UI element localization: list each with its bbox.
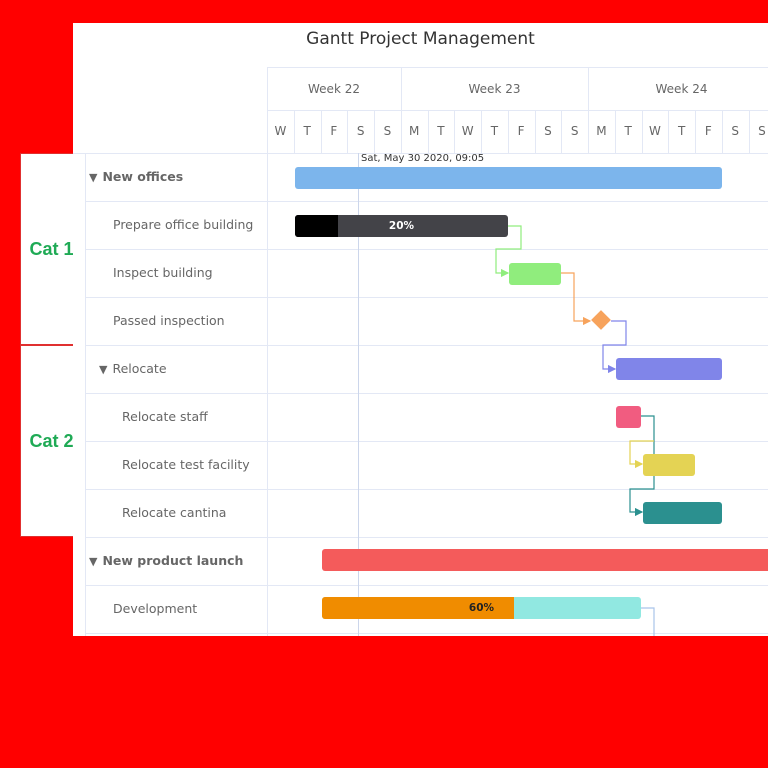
- row-label-relocate-staff[interactable]: Relocate staff: [122, 409, 208, 424]
- current-date-line: [358, 153, 359, 636]
- row-label-new-offices[interactable]: ▼ New offices: [89, 169, 184, 184]
- grid-line: [267, 67, 768, 68]
- day-header-cell: S: [356, 124, 365, 138]
- grid-line: [427, 110, 429, 153]
- day-header-cell: T: [437, 124, 445, 138]
- grid-line: [561, 110, 563, 153]
- row-line: [85, 345, 768, 346]
- day-header-cell: S: [544, 124, 552, 138]
- bar-prepare-office-building[interactable]: 20%: [295, 215, 508, 237]
- grid-line: [73, 153, 768, 154]
- row-label-passed-inspection[interactable]: Passed inspection: [113, 313, 225, 328]
- progress-label: 20%: [388, 220, 415, 232]
- day-header-cell: S: [731, 124, 739, 138]
- day-header-cell: F: [330, 124, 338, 138]
- bar-relocate[interactable]: [616, 358, 722, 380]
- grid-line: [347, 110, 349, 153]
- category-box-cat-2: Cat 2: [20, 345, 83, 537]
- grid-line: [614, 110, 616, 153]
- gantt-chart-panel: Gantt Project Management Week 22 Week 23…: [73, 23, 768, 636]
- row-label-relocate-test-facility[interactable]: Relocate test facility: [122, 457, 250, 472]
- grid-line: [374, 110, 375, 153]
- grid-line: [534, 110, 536, 153]
- day-header-cell: T: [624, 124, 632, 138]
- row-line: [85, 585, 768, 586]
- day-header-cell: T: [303, 124, 311, 138]
- week-header: Week 23: [468, 82, 521, 96]
- grid-line: [481, 110, 482, 153]
- day-header-cell: M: [408, 124, 420, 138]
- bar-inspect-building[interactable]: [509, 263, 561, 285]
- progress-fill: [322, 597, 514, 619]
- week-header: Week 22: [308, 82, 360, 96]
- collapse-triangle-icon[interactable]: ▼: [89, 171, 98, 184]
- current-date-label: Sat, May 30 2020, 09:05: [361, 153, 485, 164]
- progress-label: 60%: [468, 602, 495, 614]
- day-header-cell: T: [490, 124, 499, 138]
- grid-line: [267, 67, 268, 636]
- row-line: [85, 201, 768, 202]
- row-label-new-product-launch[interactable]: ▼ New product launch: [89, 553, 244, 568]
- row-line: [85, 537, 768, 538]
- bar-new-offices[interactable]: [295, 167, 722, 189]
- day-header-cell: M: [596, 124, 607, 138]
- grid-line: [320, 110, 322, 153]
- grid-line: [267, 110, 268, 153]
- grid-line: [401, 67, 402, 110]
- row-line: [85, 393, 768, 394]
- row-line: [85, 297, 768, 298]
- row-line: [85, 633, 768, 634]
- day-header-cell: F: [517, 124, 525, 138]
- row-label-inspect-building[interactable]: Inspect building: [113, 265, 213, 280]
- dependency-connectors: [495, 225, 655, 636]
- row-line: [85, 441, 768, 442]
- category-label: Cat 1: [29, 238, 74, 259]
- grid-line: [721, 110, 723, 153]
- grid-line: [668, 110, 670, 153]
- category-box-cat-1: Cat 1: [20, 153, 83, 345]
- row-label-relocate[interactable]: ▼ Relocate: [99, 361, 167, 376]
- row-label-relocate-cantina[interactable]: Relocate cantina: [122, 505, 227, 520]
- day-header-cell: S: [570, 124, 579, 138]
- grid-line: [695, 110, 696, 153]
- grid-line: [748, 110, 750, 153]
- grid-line: [267, 110, 768, 111]
- grid-line: [400, 110, 402, 153]
- row-line: [85, 489, 768, 490]
- bar-relocate-staff[interactable]: [616, 406, 641, 428]
- row-label-development[interactable]: Development: [113, 601, 198, 616]
- grid-line: [454, 110, 456, 153]
- grid-line: [588, 67, 589, 110]
- row-line: [85, 249, 768, 250]
- day-header-cell: S: [758, 124, 766, 138]
- bar-new-product-launch[interactable]: [322, 549, 768, 571]
- bar-relocate-test-facility[interactable]: [643, 454, 695, 476]
- day-header-cell: F: [704, 124, 712, 138]
- week-header: Week 24: [655, 82, 708, 96]
- day-header-cell: W: [274, 124, 287, 138]
- bar-development[interactable]: 60%: [322, 597, 641, 619]
- grid-line: [293, 110, 295, 153]
- day-header-cell: S: [383, 124, 392, 138]
- chart-title: Gantt Project Management: [306, 29, 535, 49]
- day-header-cell: T: [677, 124, 686, 138]
- collapse-triangle-icon[interactable]: ▼: [89, 555, 98, 568]
- collapse-triangle-icon[interactable]: ▼: [99, 363, 108, 376]
- day-header-cell: W: [461, 124, 474, 138]
- category-label: Cat 2: [29, 430, 74, 451]
- progress-fill: [295, 215, 338, 237]
- bar-relocate-cantina[interactable]: [643, 502, 722, 524]
- grid-line: [588, 110, 589, 153]
- row-label-prepare-office-building[interactable]: Prepare office building: [113, 217, 254, 232]
- day-header-cell: W: [648, 124, 661, 138]
- grid-line: [641, 110, 643, 153]
- grid-line: [85, 153, 86, 636]
- grid-line: [507, 110, 509, 153]
